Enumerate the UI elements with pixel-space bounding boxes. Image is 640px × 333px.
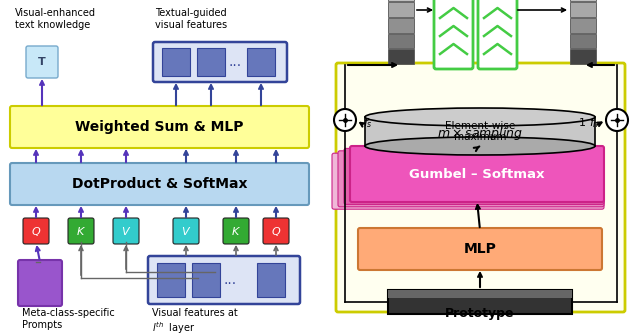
FancyBboxPatch shape [350, 146, 604, 202]
FancyBboxPatch shape [153, 42, 287, 82]
Text: Visual features at
$l^{th}$  layer: Visual features at $l^{th}$ layer [152, 308, 237, 333]
Bar [365, 117, 595, 146]
Text: Textual-guided
visual features: Textual-guided visual features [155, 8, 227, 30]
FancyBboxPatch shape [68, 218, 94, 244]
FancyBboxPatch shape [113, 218, 139, 244]
Text: $f_n$: $f_n$ [589, 116, 599, 130]
Text: Weighted Sum & MLP: Weighted Sum & MLP [76, 120, 244, 134]
Bar [388, 290, 572, 314]
Text: $m \times sampling$: $m \times sampling$ [437, 125, 523, 142]
FancyBboxPatch shape [344, 149, 604, 204]
Circle shape [606, 109, 628, 131]
FancyBboxPatch shape [23, 218, 49, 244]
Text: $Q$: $Q$ [31, 224, 41, 237]
Text: $Q$: $Q$ [271, 224, 281, 237]
Bar [388, 49, 414, 64]
Circle shape [334, 109, 356, 131]
Text: Visual-enhanced
text knowledge: Visual-enhanced text knowledge [15, 8, 96, 30]
Text: $V$: $V$ [181, 225, 191, 237]
Text: T: T [38, 57, 46, 67]
Text: Element-wise
maximum: Element-wise maximum [445, 121, 515, 142]
Text: Prototype: Prototype [445, 307, 515, 320]
FancyBboxPatch shape [336, 63, 625, 312]
FancyBboxPatch shape [148, 256, 300, 304]
FancyBboxPatch shape [10, 163, 309, 205]
FancyBboxPatch shape [26, 46, 58, 78]
Text: MLP: MLP [463, 242, 497, 256]
Text: ...: ... [223, 273, 237, 287]
Bar [257, 263, 285, 297]
FancyBboxPatch shape [10, 106, 309, 148]
Bar [157, 263, 185, 297]
Ellipse shape [365, 108, 595, 126]
Text: $K$: $K$ [231, 225, 241, 237]
FancyBboxPatch shape [358, 228, 602, 270]
Bar [570, 49, 596, 64]
Bar [162, 48, 190, 76]
Bar [570, 2, 596, 17]
Bar [388, 2, 414, 17]
Bar [388, 34, 414, 48]
FancyBboxPatch shape [434, 0, 473, 69]
Bar [192, 263, 220, 297]
Bar [388, 0, 414, 1]
FancyBboxPatch shape [338, 151, 604, 207]
Bar [197, 48, 225, 76]
Text: Meta-class-specific
Prompts: Meta-class-specific Prompts [22, 308, 115, 330]
Text: Gumbel – Softmax: Gumbel – Softmax [409, 167, 545, 180]
Bar [247, 48, 275, 76]
Text: $V$: $V$ [121, 225, 131, 237]
Bar [388, 18, 414, 33]
Text: ...: ... [228, 55, 241, 69]
Text: $K$: $K$ [76, 225, 86, 237]
FancyBboxPatch shape [18, 260, 62, 306]
Bar [570, 18, 596, 33]
Ellipse shape [365, 137, 595, 155]
FancyBboxPatch shape [332, 153, 604, 209]
Bar [570, 34, 596, 48]
FancyBboxPatch shape [263, 218, 289, 244]
Text: DotProduct & SoftMax: DotProduct & SoftMax [72, 177, 247, 191]
Text: $f_s$: $f_s$ [363, 116, 372, 130]
Bar [388, 290, 572, 298]
Bar [570, 0, 596, 1]
FancyBboxPatch shape [223, 218, 249, 244]
FancyBboxPatch shape [478, 0, 517, 69]
FancyBboxPatch shape [173, 218, 199, 244]
Text: 1: 1 [579, 118, 586, 128]
